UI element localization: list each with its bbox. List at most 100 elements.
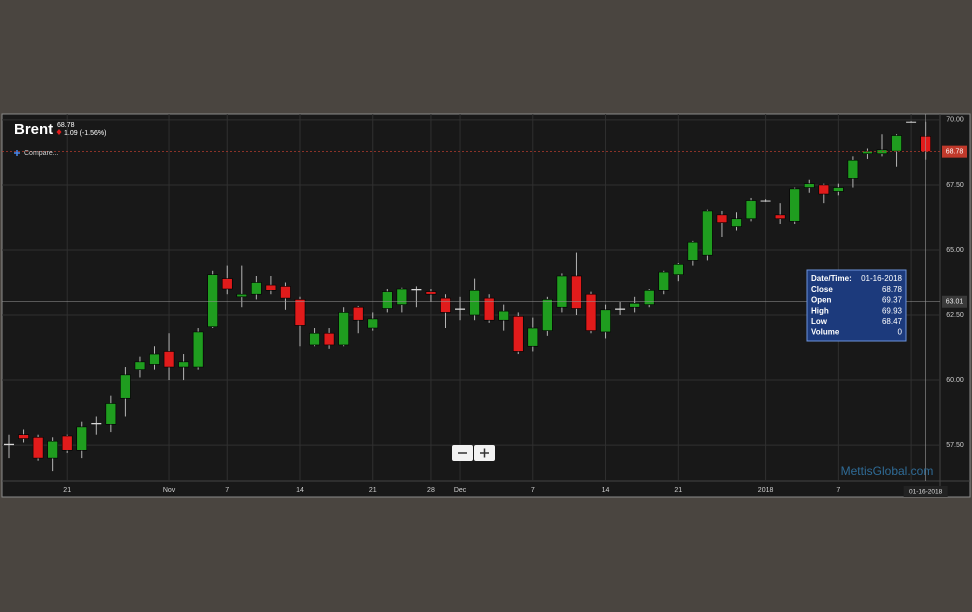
candle-body bbox=[760, 200, 771, 202]
candles bbox=[4, 121, 931, 472]
candle-body bbox=[149, 353, 160, 365]
candle-body bbox=[178, 361, 189, 368]
candle-body bbox=[585, 293, 597, 331]
candle-body bbox=[105, 403, 117, 425]
change: 1.09 (-1.56%) bbox=[64, 130, 106, 137]
x-tick-label: 14 bbox=[602, 487, 610, 494]
candle-body bbox=[615, 308, 626, 310]
candle-body bbox=[906, 121, 917, 123]
last-price: 68.78 bbox=[57, 122, 75, 129]
x-tick-label: 7 bbox=[531, 487, 535, 494]
tooltip-label: Volume bbox=[811, 328, 840, 337]
overlay: 68.78 63.01 01-16-2018 Date/Time: 01-16-2018… bbox=[2, 114, 967, 497]
candle-body bbox=[702, 210, 713, 256]
y-tick-label: 60.00 bbox=[946, 377, 964, 384]
last-price-box bbox=[942, 145, 967, 158]
tooltip-value: 69.93 bbox=[882, 306, 903, 315]
crosshair-price: 63.01 bbox=[946, 299, 964, 306]
candle-body bbox=[61, 435, 73, 451]
candle-body bbox=[221, 278, 233, 290]
candle-body bbox=[527, 327, 539, 347]
candle-body bbox=[803, 183, 815, 188]
candle-body bbox=[280, 286, 291, 299]
last-price-label: 68.78 bbox=[946, 148, 964, 155]
candle-body bbox=[862, 150, 873, 155]
candle-body bbox=[163, 351, 175, 368]
candle-body bbox=[672, 263, 684, 275]
tooltip-value: 68.78 bbox=[882, 285, 903, 294]
candle-body bbox=[4, 443, 14, 446]
tooltip-label: Date/Time: bbox=[811, 274, 852, 283]
candle-body bbox=[352, 306, 364, 321]
candle-body bbox=[789, 188, 801, 222]
crosshair-date-box bbox=[903, 486, 948, 497]
candle-body bbox=[236, 293, 248, 298]
candle-body bbox=[847, 159, 859, 179]
candle-body bbox=[731, 218, 742, 227]
y-tick-label: 67.50 bbox=[946, 182, 964, 189]
candle-body bbox=[134, 361, 146, 370]
tooltip-label: High bbox=[811, 306, 829, 315]
y-tick-label: 62.50 bbox=[946, 312, 964, 319]
candle-body bbox=[891, 135, 902, 152]
y-tick-label: 70.00 bbox=[946, 117, 964, 124]
candle-body bbox=[338, 312, 349, 346]
x-tick-label: 21 bbox=[674, 487, 682, 494]
candle-body bbox=[32, 436, 44, 459]
candle-body bbox=[396, 288, 408, 305]
candle-body bbox=[381, 291, 393, 309]
tooltip bbox=[806, 269, 907, 342]
candle-body bbox=[425, 291, 437, 295]
candle-body bbox=[571, 275, 582, 309]
candle-body bbox=[483, 297, 495, 321]
candle-body bbox=[440, 297, 451, 313]
candle-body bbox=[192, 331, 204, 368]
candle-body bbox=[600, 309, 611, 333]
candle-body bbox=[774, 214, 786, 220]
tooltip-label: Close bbox=[811, 285, 833, 294]
watermark: MettisGlobal.com bbox=[841, 464, 934, 478]
chart-title: Brent bbox=[14, 121, 53, 138]
x-tick-label: Nov bbox=[163, 487, 176, 494]
candle-body bbox=[18, 434, 29, 439]
x-tick-label: 28 bbox=[427, 487, 435, 494]
candle-body bbox=[323, 332, 335, 346]
candle-body bbox=[629, 303, 640, 308]
candle-body bbox=[265, 284, 277, 291]
x-tick-label: 7 bbox=[225, 487, 229, 494]
candle-body bbox=[367, 318, 379, 329]
candle-body bbox=[120, 374, 131, 399]
crosshair-price-box bbox=[942, 295, 967, 308]
candle-body bbox=[251, 282, 262, 295]
x-tick-label: 14 bbox=[296, 487, 304, 494]
crosshair-date: 01-16-2018 bbox=[909, 489, 943, 496]
candle-body bbox=[498, 310, 510, 321]
candle-body bbox=[512, 316, 524, 352]
y-tick-label: 57.50 bbox=[946, 442, 964, 449]
candle-body bbox=[91, 422, 102, 425]
candle-body bbox=[658, 271, 670, 291]
zoom-controls bbox=[452, 445, 495, 461]
x-tick-label: 21 bbox=[63, 487, 71, 494]
candle-body bbox=[556, 275, 568, 308]
y-tick-label: 65.00 bbox=[946, 247, 964, 254]
candle-body bbox=[207, 274, 218, 328]
compare-icon[interactable] bbox=[14, 150, 20, 156]
x-tick-label: 7 bbox=[836, 487, 840, 494]
candle-body bbox=[469, 290, 480, 316]
candle-body bbox=[455, 308, 466, 310]
candle-body bbox=[687, 241, 699, 261]
candle-body bbox=[47, 440, 58, 459]
candle-body bbox=[294, 299, 306, 326]
candle-body bbox=[411, 289, 422, 291]
candle-body bbox=[745, 200, 757, 220]
tooltip-value: 01-16-2018 bbox=[861, 274, 902, 283]
zoom-icons bbox=[458, 448, 489, 458]
tooltip-label: Low bbox=[811, 317, 828, 326]
x-tick-label: 21 bbox=[369, 487, 377, 494]
compare[interactable]: Compare... bbox=[24, 150, 59, 157]
tooltip-value: 0 bbox=[898, 328, 903, 337]
candle-body bbox=[542, 299, 553, 331]
x-tick-label: 2018 bbox=[758, 487, 774, 494]
